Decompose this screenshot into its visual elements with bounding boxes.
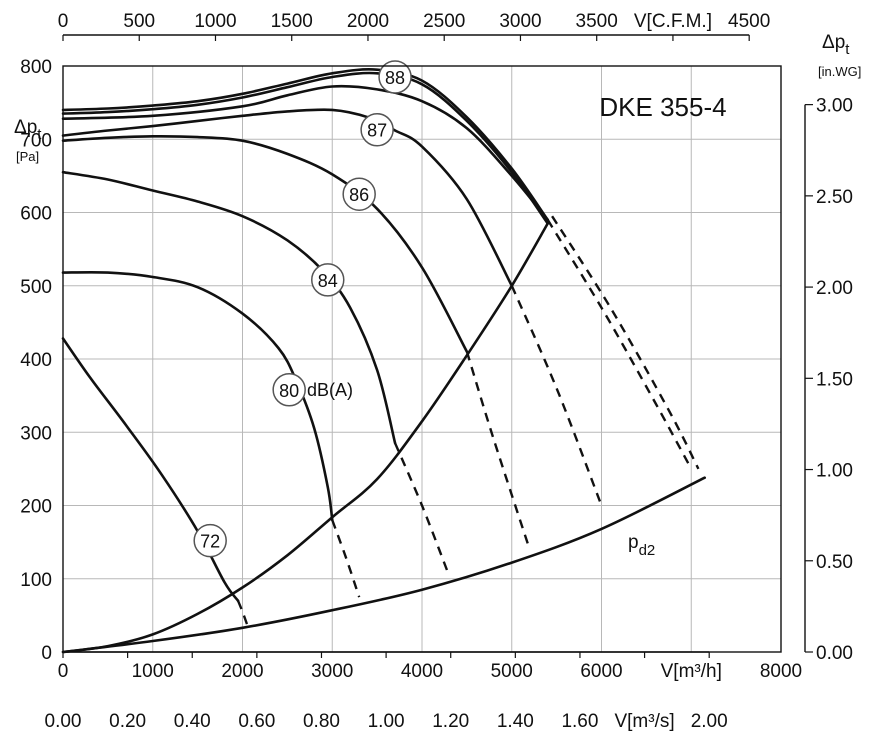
x-secondary-tick-label: 0.20 [109, 711, 146, 732]
y-axis-label-left-subscript: t [37, 126, 42, 143]
x-secondary-tick-label: V[m³/s] [614, 711, 674, 732]
x-tick-label: 4000 [401, 661, 443, 682]
y-tick-label: 700 [20, 130, 52, 151]
y-tick-label: 200 [20, 497, 52, 518]
x-secondary-tick-label: 0.60 [238, 711, 275, 732]
series-curve-1 [61, 71, 549, 225]
pd2-annotation: pd2 [628, 532, 655, 559]
y-axis-label-right: Δpt [822, 32, 850, 58]
x-tick-label: V[m³/h] [661, 661, 722, 682]
y-tick-label: 300 [20, 423, 52, 444]
dba-annotation: dB(A) [307, 380, 353, 400]
curve-marker-88 [378, 60, 412, 94]
curve-marker-label: 88 [385, 68, 405, 88]
y-tick-label: 500 [20, 277, 52, 298]
y-axis-label-right-subscript: t [845, 41, 850, 58]
x-tick-label: 6000 [580, 661, 622, 682]
y-right-tick-label: 0.00 [816, 643, 853, 664]
x-secondary-tick-label: 1.40 [497, 711, 534, 732]
series-curve-12 [510, 285, 603, 506]
curve-marker-87 [360, 112, 394, 147]
curve-marker-label: 72 [200, 532, 220, 552]
curve-marker-label: 80 [279, 381, 299, 401]
series-curve-10 [393, 442, 451, 576]
y-right-tick-label: 0.50 [816, 552, 853, 573]
y-right-tick-label: 2.50 [816, 187, 853, 208]
x-top-tick-label: 1500 [271, 11, 313, 32]
x-secondary-tick-label: 2.00 [691, 711, 728, 732]
curve-marker-label: 87 [367, 121, 387, 141]
x-secondary-tick-label: 0.80 [303, 711, 340, 732]
x-top-tick-label: V[C.F.M.] [634, 11, 712, 32]
y-right-tick-label: 2.00 [816, 278, 853, 299]
curve-marker-84 [311, 263, 345, 297]
x-top-tick-label: 0 [58, 11, 69, 32]
y-tick-label: 800 [20, 57, 52, 78]
series-curve-5 [61, 170, 397, 445]
pd2-subscript: d2 [639, 542, 656, 559]
series-curve-4 [61, 134, 469, 353]
x-tick-label: 8000 [760, 661, 802, 682]
y-axis-unit-left: [Pa] [16, 149, 39, 164]
x-secondary-tick-label: 1.20 [432, 711, 469, 732]
series-curve-3 [61, 108, 514, 288]
y-tick-label: 400 [20, 350, 52, 371]
x-top-tick-label: 2500 [423, 11, 465, 32]
y-right-tick-label: 1.00 [816, 461, 853, 482]
curve-marker-80 [272, 373, 306, 407]
curve-marker-label: 84 [318, 271, 338, 291]
series-curve-2 [61, 84, 549, 222]
series-curve-13 [546, 219, 693, 470]
series-curve-8 [236, 600, 249, 625]
x-top-tick-label: 3500 [576, 11, 618, 32]
series-curve-9 [331, 519, 361, 598]
series-layer [61, 68, 706, 654]
plot-frame [62, 65, 782, 653]
x-secondary-tick-label: 0.00 [45, 711, 82, 732]
x-tick-label: 1000 [132, 661, 174, 682]
x-tick-label: 2000 [221, 661, 263, 682]
series-curve-6 [61, 270, 334, 522]
y-axis-unit-right: [in.WG] [818, 64, 861, 79]
x-tick-label: 5000 [491, 661, 533, 682]
x-secondary-tick-label: 1.60 [561, 711, 598, 732]
x-tick-label: 0 [58, 661, 69, 682]
series-pd2 [61, 476, 706, 654]
x-top-tick-label: 500 [123, 11, 155, 32]
curve-markers: 88 87 86 84 80 72 [193, 60, 412, 558]
x-tick-label: 3000 [311, 661, 353, 682]
x-top-tick-label: 2000 [347, 11, 389, 32]
x-top-tick-label: 3000 [499, 11, 541, 32]
gridlines [63, 66, 781, 652]
x-top-tick-label: 1000 [194, 11, 236, 32]
y-right-tick-label: 3.00 [816, 96, 853, 117]
curve-marker-label: 86 [349, 185, 369, 205]
chart-title: DKE 355-4 [599, 92, 726, 122]
x-secondary-tick-label: 1.00 [368, 711, 405, 732]
series-curve-11 [465, 351, 531, 550]
y-tick-label: 600 [20, 204, 52, 225]
y-right-tick-label: 1.50 [816, 369, 853, 390]
x-secondary-tick-label: 0.40 [174, 711, 211, 732]
y-tick-label: 100 [20, 570, 52, 591]
x-top-tick-label: 4500 [728, 11, 770, 32]
axes: 0 1000 2000 3000 4000 5000 6000 V[m³/h] 80000.00… [20, 11, 853, 732]
series-curve-14 [551, 215, 700, 470]
curve-marker-72 [193, 523, 227, 558]
series-curve-7 [61, 337, 240, 602]
curve-marker-86 [342, 177, 376, 211]
series-curve-15 [61, 222, 549, 654]
y-tick-label: 0 [41, 643, 52, 664]
series-curve-0 [61, 68, 549, 222]
